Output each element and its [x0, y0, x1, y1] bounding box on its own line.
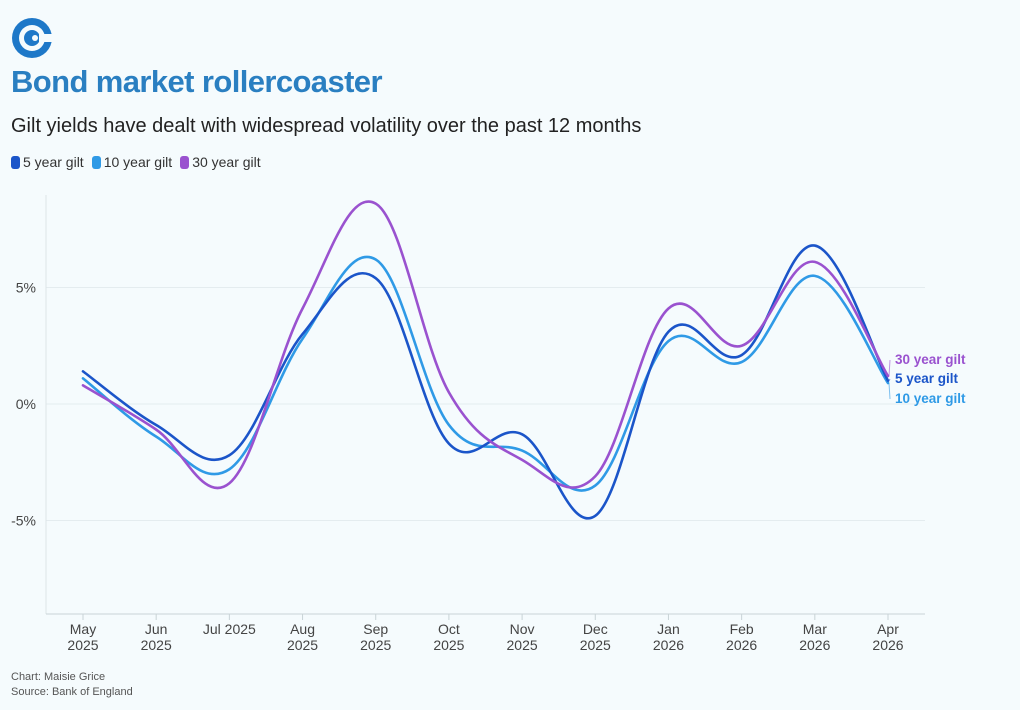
legend-item-30-year: 30 year gilt [180, 154, 261, 170]
end-label-connector [888, 382, 891, 400]
end-label-connector [888, 378, 891, 381]
x-tick-label: Apr 2026 [872, 621, 903, 653]
end-label: 30 year gilt [895, 352, 966, 367]
x-tick-label: Jul 2025 [203, 621, 256, 637]
chart-source: Source: Bank of England [11, 686, 133, 698]
end-label: 5 year gilt [895, 371, 959, 386]
chart-credit: Chart: Maisie Grice [11, 671, 106, 683]
series-line-10-year-gilt [81, 255, 890, 492]
legend-label-10-year: 10 year gilt [103, 154, 173, 170]
x-tick-label: May 2025 [67, 621, 98, 653]
legend-swatch-10-year [91, 155, 101, 169]
end-label-connector [888, 359, 891, 377]
legend: 5 year gilt 10 year gilt 30 year gilt [11, 154, 261, 170]
logo-icon [12, 18, 53, 58]
series-line-30-year-gilt [81, 200, 890, 490]
legend-swatch-5-year [11, 155, 20, 169]
legend-item-10-year: 10 year gilt [91, 154, 173, 170]
y-tick-label: 5% [16, 280, 36, 296]
x-tick-label: Sep 2025 [360, 621, 391, 653]
x-tick-label: Nov 2025 [507, 621, 538, 653]
chart-subtitle: Gilt yields have dealt with widespread v… [11, 115, 642, 137]
x-tick-label: Oct 2025 [433, 621, 464, 653]
legend-item-5-year: 5 year gilt [11, 154, 84, 170]
x-tick-label: Dec 2025 [580, 621, 611, 653]
legend-swatch-30-year [180, 155, 190, 169]
y-tick-label: 0% [16, 396, 36, 412]
series-line-5-year-gilt [81, 244, 890, 520]
chart-title: Bond market rollercoaster [11, 64, 383, 99]
x-tick-label: Jun 2025 [141, 621, 172, 653]
x-tick-label: Feb 2026 [726, 621, 757, 653]
end-label: 10 year gilt [895, 391, 966, 406]
legend-label-5-year: 5 year gilt [23, 154, 84, 170]
x-tick-label: Aug 2025 [287, 621, 318, 653]
x-tick-label: Mar 2026 [799, 621, 830, 653]
y-tick-label: -5% [11, 513, 36, 529]
x-tick-label: Jan 2026 [653, 621, 684, 653]
footer: Chart: Maisie Grice Source: Bank of Engl… [11, 670, 133, 700]
legend-label-30-year: 30 year gilt [192, 154, 261, 170]
